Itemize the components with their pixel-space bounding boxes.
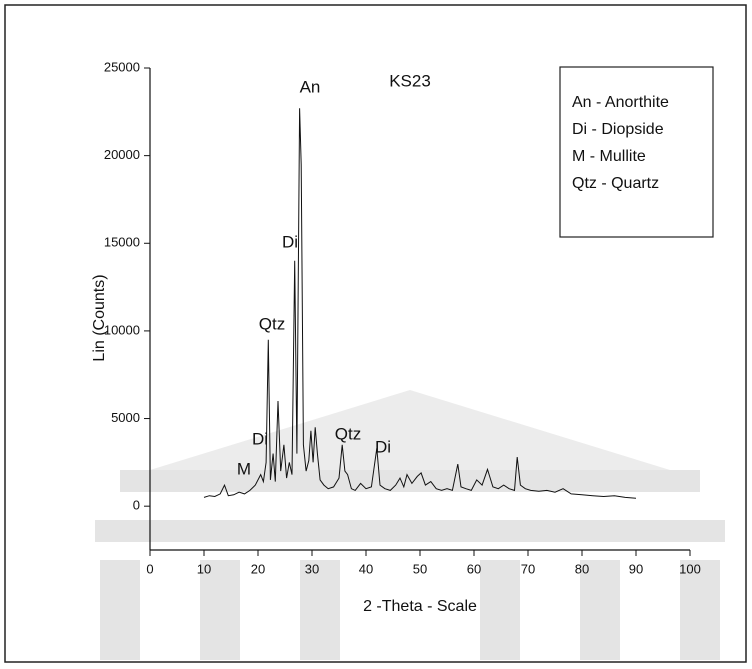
chart-title: KS23 [389, 71, 431, 90]
x-tick-label: 90 [629, 561, 643, 576]
data-line [203, 108, 637, 499]
y-tick-label: 0 [133, 498, 140, 513]
peak-annotation: Qtz [335, 424, 361, 443]
peak-annotation: M [237, 459, 251, 478]
peak-annotation: Qtz [259, 314, 285, 333]
x-tick-label: 0 [146, 561, 153, 576]
x-tick-label: 70 [521, 561, 535, 576]
watermark [95, 390, 725, 660]
peak-annotation: Di [252, 429, 268, 448]
x-axis-title: 2 -Theta - Scale [363, 598, 477, 615]
x-tick-label: 30 [305, 561, 319, 576]
legend-entry: Qtz - Quartz [572, 175, 659, 192]
peak-annotation: An [300, 77, 321, 96]
legend-entry: M - Mullite [572, 148, 646, 165]
y-tick-label: 5000 [111, 410, 140, 425]
x-tick-label: 80 [575, 561, 589, 576]
x-tick-label: 60 [467, 561, 481, 576]
legend [559, 66, 714, 238]
y-tick-label: 25000 [104, 59, 140, 74]
x-tick-label: 50 [413, 561, 427, 576]
legend-entry: Di - Diopside [572, 121, 664, 138]
y-tick-label: 15000 [104, 235, 140, 250]
peak-annotation: Di [375, 437, 391, 456]
x-tick-label: 20 [251, 561, 265, 576]
frame [4, 4, 747, 663]
x-tick-label: 10 [197, 561, 211, 576]
legend-entry: An - Anorthite [572, 94, 669, 111]
y-tick-label: 10000 [104, 322, 140, 337]
peak-annotation: Di [282, 232, 298, 251]
y-tick-label: 20000 [104, 147, 140, 162]
x-tick-label: 40 [359, 561, 373, 576]
x-tick-label: 100 [679, 561, 701, 576]
y-axis-title: Lin (Counts) [91, 274, 108, 361]
